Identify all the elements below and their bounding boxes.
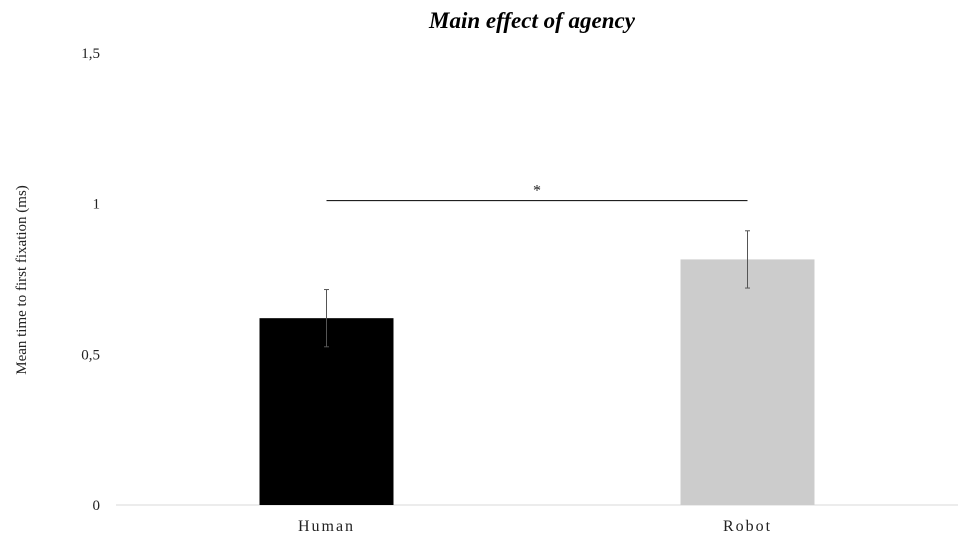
bar-robot xyxy=(680,259,815,505)
category-labels: Human Robot xyxy=(298,518,772,535)
error-bars xyxy=(324,230,750,348)
y-tick-label: 1,5 xyxy=(81,46,100,62)
bar-human xyxy=(259,318,394,505)
y-ticks: 0 0,5 1 1,5 xyxy=(81,46,100,514)
chart-title: Main effect of agency xyxy=(428,8,636,33)
y-tick-label: 0,5 xyxy=(81,347,100,363)
y-axis-title: Mean time to first fixation (ms) xyxy=(14,185,30,375)
y-tick-label: 1 xyxy=(93,197,101,213)
category-label-human: Human xyxy=(298,518,355,535)
bars xyxy=(259,259,815,505)
error-bar-robot xyxy=(745,230,750,289)
y-tick-label: 0 xyxy=(93,498,101,514)
significance-marker: * xyxy=(326,183,748,202)
category-label-robot: Robot xyxy=(723,518,772,535)
significance-star: * xyxy=(533,183,541,200)
error-bar-human xyxy=(324,289,329,348)
